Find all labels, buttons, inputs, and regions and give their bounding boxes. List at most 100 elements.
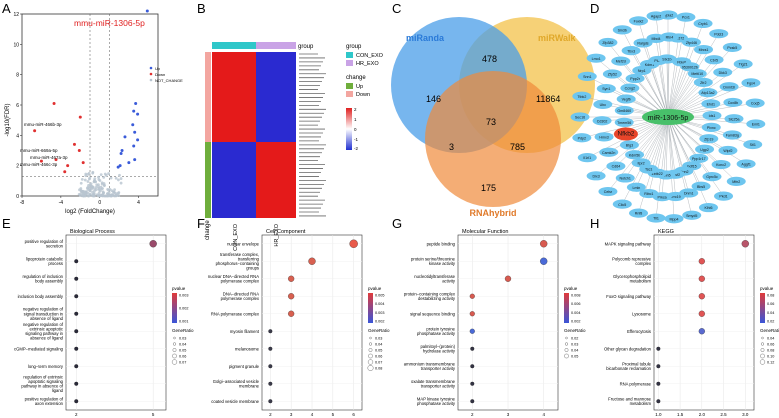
network-node-label: Tmem56 xyxy=(617,121,631,125)
dotplot-category-label: myosin filament xyxy=(230,329,260,334)
legend-change-down-swatch xyxy=(346,91,353,97)
network-node xyxy=(586,53,606,63)
heatmap: group change CON_EXO HR_EXO group CON_EX… xyxy=(205,42,384,251)
dotplot-category-label: absence of ligand xyxy=(30,336,63,341)
volcano-point-up xyxy=(133,130,137,134)
network-edge xyxy=(667,116,689,193)
network-node xyxy=(572,133,592,143)
network-node xyxy=(594,132,614,142)
venn-count-rnahybrid: 175 xyxy=(481,183,496,193)
legend-down-dot xyxy=(149,72,153,76)
network-edge xyxy=(655,15,669,118)
legend-pvalue-tick: 0.06 xyxy=(767,302,774,306)
network-edge xyxy=(655,38,669,118)
network-node xyxy=(659,32,679,42)
volcano-point-down xyxy=(52,101,56,105)
volcano-point-down xyxy=(66,164,70,168)
network-node-label: Agap2 xyxy=(651,15,661,19)
panel-letter-g: G xyxy=(392,216,402,231)
dotplot-xtick-label: 2 xyxy=(471,412,474,417)
dotplot-xtick-label: 2 xyxy=(269,412,272,417)
volcano-point-nc xyxy=(84,174,88,178)
legend-group-con-label: CON_EXO xyxy=(356,53,384,59)
dotplot-category-label: coated vesicle membrane xyxy=(211,399,259,404)
volcano-point-down xyxy=(33,129,37,133)
legend-generatio-tick: 0.06 xyxy=(375,355,382,359)
network-edge xyxy=(667,66,691,118)
legend-generatio-dot xyxy=(173,336,176,340)
mf-dotplot: Molecular Function234Countpeptide bindin… xyxy=(404,229,586,417)
dotplot-dot xyxy=(74,329,79,334)
legend-generatio-tick: 0.07 xyxy=(179,361,186,365)
network-node xyxy=(625,73,645,84)
legend-pvalue-tick: 0.004 xyxy=(571,311,581,315)
volcano-point-up xyxy=(119,152,123,156)
dotplot-category-label: Fructose and mannose xyxy=(608,396,652,401)
dotplot-dot xyxy=(540,240,548,248)
dotplot-category-label: DNA−directed RNA xyxy=(223,291,259,296)
volcano-point-nc xyxy=(97,188,101,191)
network-node xyxy=(726,176,746,186)
volcano-point-up xyxy=(120,149,124,152)
bp-dotplot: Biological Process25Countpositive regula… xyxy=(14,229,194,417)
panel-letter-f: F xyxy=(197,216,205,231)
network-node-label: Snn1 xyxy=(583,75,591,79)
dotplot-category-label: process xyxy=(48,261,63,266)
volcano-ytick-label: 2 xyxy=(16,164,19,170)
dotplot-category-label: FoxO signaling pathway xyxy=(606,294,652,299)
network-node-label: Cd64 xyxy=(612,165,621,169)
network-node-label: Wipf2 xyxy=(723,149,732,153)
volcano-point-up xyxy=(116,165,120,169)
venn-label-miranda: miRanda xyxy=(406,33,445,43)
legend-generatio-tick: 0.03 xyxy=(375,337,382,341)
dotplot-dot xyxy=(74,399,79,404)
legend-generatio-dot xyxy=(759,359,766,365)
dotplot-dot xyxy=(268,364,273,369)
network-node-label: Lmo1 xyxy=(592,57,601,61)
dotplot-category-label: ligand xyxy=(52,388,64,393)
network-node xyxy=(611,56,631,66)
legend-generatio-tick: 0.04 xyxy=(767,337,774,341)
network-node-label: Fblo6 xyxy=(677,60,686,64)
volcano-xtick-label: -4 xyxy=(59,200,64,206)
legend-generatio-dot xyxy=(368,342,373,346)
network-node-label: Fam83g xyxy=(726,134,739,138)
heatmap-group-bar-con xyxy=(212,42,256,49)
legend-generatio-dot xyxy=(760,353,765,359)
network-node-label: Sin3b xyxy=(618,28,627,32)
dotplot-category-label: activity xyxy=(442,279,456,284)
volcano-point-nc xyxy=(94,185,98,189)
venn-count-all: 73 xyxy=(486,117,496,127)
volcano-label-466b: mmu-miR-466b-3p xyxy=(24,122,62,127)
dotplot-category-label: Glycerophospholipid xyxy=(613,274,652,279)
volcano-xlabel: log2 (FoldChange) xyxy=(65,209,115,215)
dotplot-dot xyxy=(268,399,273,404)
volcano-frame xyxy=(21,13,159,197)
legend-pvalue-tick: 0.04 xyxy=(767,311,774,315)
legend-pvalue-title: pvalue xyxy=(564,286,578,291)
venn-count-miranda-mirwalk: 478 xyxy=(482,54,497,64)
dotplot-dot xyxy=(741,240,749,248)
network-edge xyxy=(666,59,669,118)
volcano-xtick-label: 4 xyxy=(137,200,140,206)
dotplot-category-label: apoptotic signaling xyxy=(28,379,63,384)
network-node xyxy=(687,69,707,79)
dotplot-category-label: groups xyxy=(246,266,259,271)
network-node-label: Nfkb2 xyxy=(617,131,634,138)
dotplot-title: Cell Component xyxy=(266,229,306,235)
network-edge xyxy=(648,116,669,170)
volcano-point-nc xyxy=(86,191,90,195)
legend-generatio-tick: 0.08 xyxy=(375,367,382,371)
network-node-label: Zfp382 xyxy=(602,41,613,45)
dotplot-category-label: Lysosome xyxy=(632,311,652,316)
volcano-point-nc xyxy=(79,181,83,185)
dotplot-xtick-label: 6 xyxy=(352,412,355,417)
dotplot-category-label: signal sequence binding xyxy=(410,311,456,316)
network-node-label: Zbtb22 xyxy=(652,172,663,176)
dotplot-xtick-label: 3 xyxy=(507,412,510,417)
dotplot-category-label: destabilizing activity xyxy=(418,296,456,301)
venn-count-miranda-rnahybrid: 3 xyxy=(449,142,454,152)
network-node xyxy=(736,159,756,169)
legend-generatio-tick: 0.06 xyxy=(767,343,774,347)
